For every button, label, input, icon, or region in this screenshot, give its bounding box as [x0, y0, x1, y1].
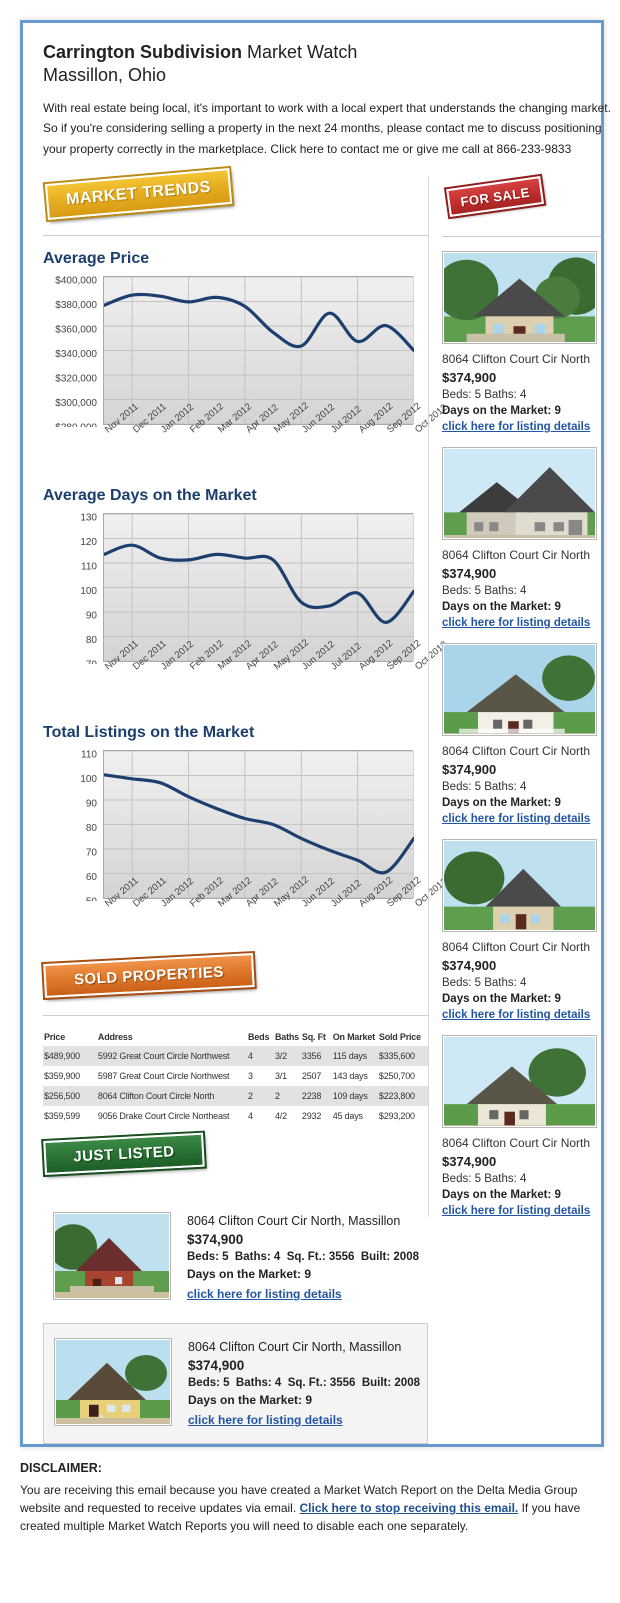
svg-text:120: 120 [80, 537, 97, 548]
svg-text:$280,000: $280,000 [55, 422, 97, 427]
svg-text:$300,000: $300,000 [55, 398, 97, 409]
svg-text:80: 80 [86, 635, 98, 646]
svg-text:110: 110 [81, 561, 97, 572]
svg-text:$360,000: $360,000 [55, 324, 97, 335]
svg-text:110: 110 [81, 750, 97, 761]
svg-text:$400,000: $400,000 [55, 276, 97, 287]
svg-text:$340,000: $340,000 [55, 349, 97, 360]
svg-text:90: 90 [86, 798, 98, 809]
svg-text:70: 70 [86, 847, 98, 858]
svg-text:80: 80 [86, 823, 98, 834]
svg-text:$320,000: $320,000 [55, 373, 97, 384]
svg-text:70: 70 [86, 659, 98, 664]
svg-text:90: 90 [86, 610, 98, 621]
svg-text:50: 50 [86, 896, 98, 901]
svg-text:60: 60 [86, 872, 98, 883]
svg-text:$380,000: $380,000 [55, 300, 97, 311]
svg-text:130: 130 [80, 513, 97, 524]
svg-text:100: 100 [80, 586, 97, 597]
svg-text:100: 100 [80, 774, 97, 785]
